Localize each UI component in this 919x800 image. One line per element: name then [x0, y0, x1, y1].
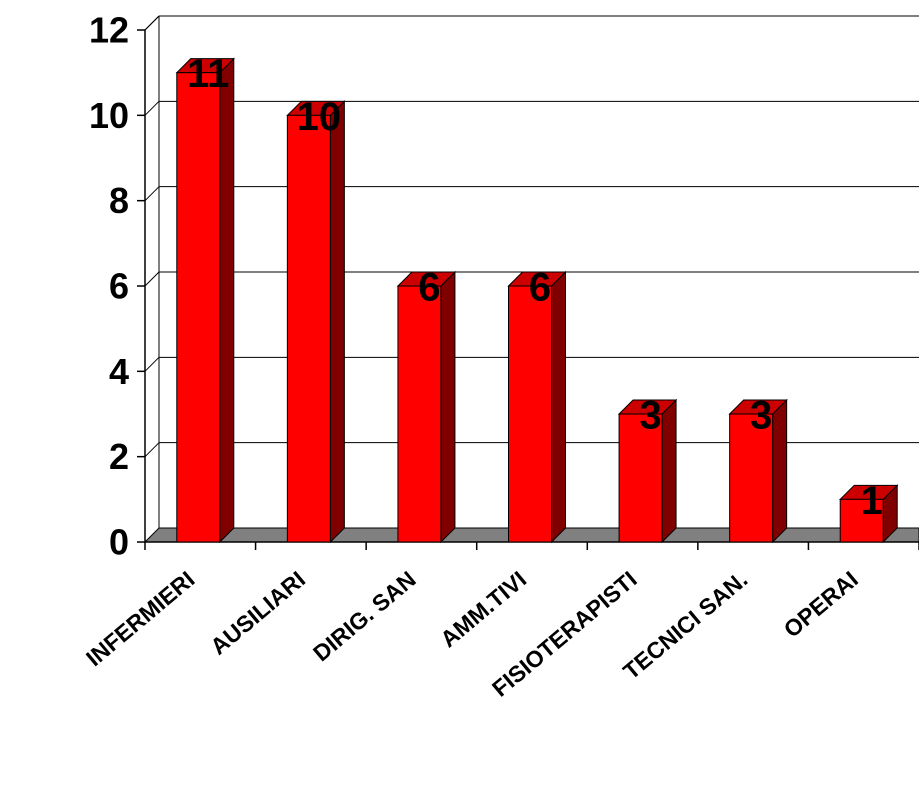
- bar: [396, 270, 457, 544]
- bar-side: [661, 398, 677, 544]
- bar: [175, 57, 235, 544]
- bar-front: [729, 413, 774, 543]
- chart-walls: [144, 15, 160, 528]
- x-category-label: AUSILIARI: [205, 566, 310, 660]
- bar-front: [839, 498, 884, 543]
- bar-side: [219, 57, 235, 544]
- bar: [728, 398, 788, 544]
- bar: [617, 398, 678, 544]
- data-label: 6: [529, 266, 551, 310]
- y-tick-label: 8: [109, 180, 129, 221]
- bar-side: [772, 398, 788, 544]
- y-tick-label: 4: [109, 351, 129, 392]
- bar-front: [618, 413, 663, 543]
- data-label: 11: [187, 52, 229, 96]
- x-category-label: INFERMIERI: [81, 566, 200, 671]
- gridline-side: [144, 271, 160, 287]
- gridline-side: [144, 442, 160, 458]
- bar-front: [176, 72, 221, 543]
- x-category-label: AMM.TIVI: [435, 566, 531, 652]
- bar: [286, 100, 346, 544]
- gridline-side: [144, 100, 160, 116]
- x-category-label: OPERAI: [779, 566, 863, 643]
- bar-front: [508, 285, 552, 543]
- bar-front: [397, 285, 442, 543]
- data-label: 10: [297, 95, 342, 139]
- bar: [507, 270, 567, 544]
- data-label: 1: [861, 479, 883, 523]
- bar-side: [551, 270, 566, 544]
- y-tick-label: 0: [109, 522, 129, 563]
- gridline-side: [144, 186, 160, 202]
- bar: [839, 484, 899, 544]
- data-label: 3: [750, 394, 772, 438]
- data-label: 3: [639, 394, 661, 438]
- y-tick-label: 2: [109, 436, 129, 477]
- y-tick-label: 12: [89, 10, 129, 51]
- bars: [175, 57, 899, 544]
- gridline-side: [144, 356, 160, 372]
- gridline-side: [144, 15, 160, 31]
- bar-side: [440, 270, 456, 544]
- x-category-label: DIRIG. SAN: [308, 566, 421, 666]
- y-tick-label: 10: [89, 95, 129, 136]
- bar-front: [286, 114, 331, 543]
- data-label: 6: [418, 266, 440, 310]
- y-tick-label: 6: [109, 266, 129, 307]
- bar-side: [329, 100, 345, 544]
